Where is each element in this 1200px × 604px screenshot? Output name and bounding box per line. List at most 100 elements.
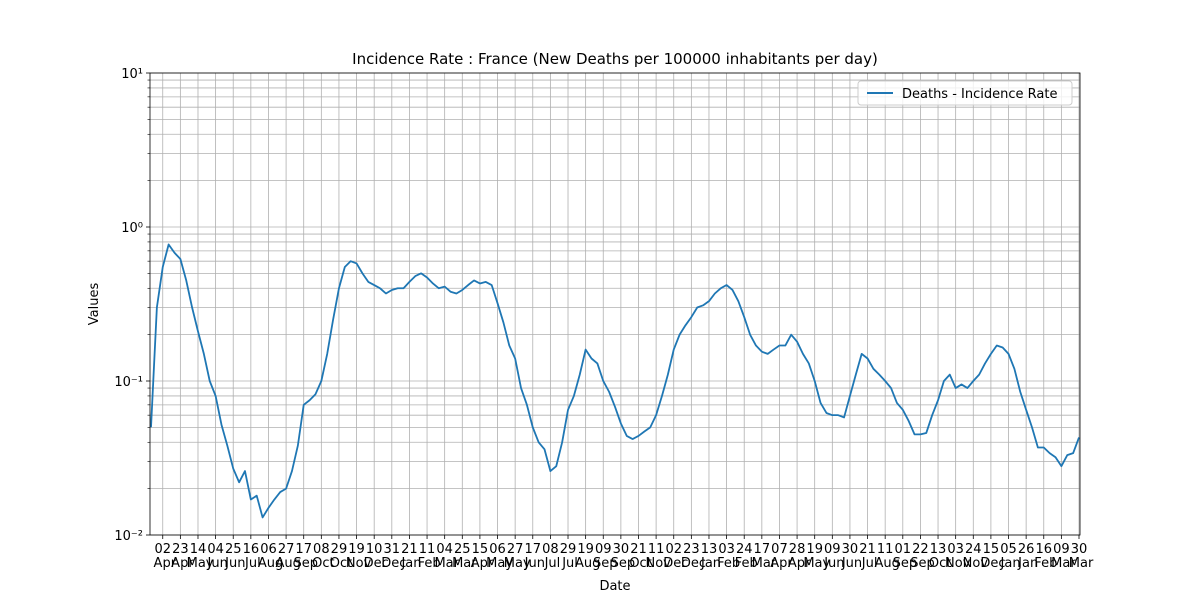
legend-box [857, 80, 1073, 106]
x-tick-label-part: Nov [941, 556, 971, 571]
x-tick-label-part: 25 [454, 542, 471, 557]
x-tick-label: 01 Sep [888, 542, 917, 571]
x-tick-label-part: 27 [507, 542, 524, 557]
x-tick-label: 02 Apr [149, 542, 176, 571]
x-tick-label-part: Jan [697, 556, 721, 571]
x-tick-label: 29 Oct [326, 542, 353, 571]
x-tick-label-part: Dec [677, 556, 706, 571]
x-tick-label-part: Dec [377, 556, 406, 571]
x-tick-label-part: Mar [1065, 556, 1094, 571]
x-tick-label-part: May [500, 556, 531, 571]
x-tick-label: 21 Jan [397, 542, 421, 571]
x-tick-label-part: 11 [648, 542, 665, 557]
x-tick-label-part: Jul [241, 556, 261, 571]
x-tick-label: 13 Oct [925, 542, 952, 571]
x-tick-label: 27 May [500, 542, 531, 571]
x-tick-label-part: Feb [731, 556, 758, 571]
x-tick-label: 08 Jul [540, 542, 560, 571]
x-tick-label-part: 05 [1000, 542, 1017, 557]
x-tick-label-part: 19 [806, 542, 823, 557]
x-tick-label-part: 04 [207, 542, 224, 557]
x-tick-label-part: 15 [983, 542, 1000, 557]
x-tick-label-part: 17 [754, 542, 771, 557]
x-tick-label: 17 Jun [521, 542, 545, 571]
x-tick-label-part: 16 [243, 542, 260, 557]
x-tick-label: 25 Jun [221, 542, 245, 571]
x-tick-label: 24 Nov [959, 542, 989, 571]
x-tick-label: 21 Oct [625, 542, 652, 571]
x-tick-label-part: Jun [838, 556, 862, 571]
x-tick-label: 25 Mar [448, 542, 477, 571]
x-tick-label-part: Apr [167, 556, 194, 571]
x-tick-label-part: Aug [571, 556, 601, 571]
x-tick-label: 05 Jan [996, 542, 1020, 571]
x-tick-label-part: 24 [965, 542, 982, 557]
x-tick-label-part: Jun [203, 556, 227, 571]
x-tick-label-part: Sep [888, 556, 917, 571]
x-tick-label-part: 04 [436, 542, 453, 557]
x-tick-label-part: 16 [1035, 542, 1052, 557]
x-tick-label-part: 08 [313, 542, 330, 557]
x-tick-label: 11 Aug [870, 542, 900, 571]
x-tick-label-part: 30 [842, 542, 859, 557]
x-tick-label-part: 21 [859, 542, 876, 557]
chart-title: Incidence Rate : France (New Deaths per … [352, 50, 878, 68]
x-tick-label-part: 22 [912, 542, 929, 557]
x-tick-label-part: Nov [342, 556, 372, 571]
x-tick-label-part: Jan [996, 556, 1020, 571]
x-tick-label-part: 23 [172, 542, 189, 557]
x-tick-label-part: Sep [589, 556, 618, 571]
x-tick-label: 02 Dec [659, 542, 688, 571]
x-axis-label: Date [599, 579, 630, 594]
x-tick-label-part: 29 [331, 542, 348, 557]
x-tick-label: 09 Mar [1047, 542, 1076, 571]
y-tick-label: 10¹ [121, 67, 143, 82]
x-tick-label: 10 Dec [360, 542, 389, 571]
plot-frame [149, 72, 1081, 536]
x-tick-label-part: 03 [718, 542, 735, 557]
x-tick-label: 16 Jul [241, 542, 261, 571]
x-tick-label: 16 Feb [1030, 542, 1057, 571]
x-tick-label-part: Jul [558, 556, 578, 571]
x-tick-label: 06 Aug [254, 542, 284, 571]
y-tick-label: 10⁻² [114, 529, 143, 544]
x-tick-label-part: 11 [877, 542, 894, 557]
x-tick-label-part: Apr [149, 556, 176, 571]
x-tick-label-part: 28 [789, 542, 806, 557]
x-tick-label: 30 Mar [1065, 542, 1094, 571]
x-tick-label-part: 02 [665, 542, 682, 557]
x-tick-label: 27 Aug [271, 542, 301, 571]
x-tick-label-part: 03 [947, 542, 964, 557]
x-tick-label: 17 Sep [289, 542, 318, 571]
x-tick-label: 03 Nov [941, 542, 971, 571]
x-tick-label: 22 Sep [906, 542, 935, 571]
x-tick-label-part: Jul [858, 556, 878, 571]
x-tick-label-part: 15 [472, 542, 489, 557]
x-tick-label-part: 10 [366, 542, 383, 557]
x-tick-label: 06 May [482, 542, 513, 571]
x-tick-label-part: Mar [1047, 556, 1076, 571]
x-tick-label-part: Apr [467, 556, 494, 571]
x-tick-label-part: Oct [625, 556, 652, 571]
x-tick-label-part: May [799, 556, 830, 571]
x-tick-label-part: Jun [221, 556, 245, 571]
x-tick-label-part: 26 [1018, 542, 1035, 557]
x-tick-label-part: Oct [925, 556, 952, 571]
x-tick-label-part: Apr [766, 556, 793, 571]
x-tick-label-part: 30 [613, 542, 630, 557]
x-tick-label: 23 Apr [167, 542, 194, 571]
x-tick-label-part: 13 [701, 542, 718, 557]
x-tick-label: 13 Jan [697, 542, 721, 571]
x-tick-label-part: Jan [397, 556, 421, 571]
x-tick-label-part: 25 [225, 542, 242, 557]
x-tick-label-part: Feb [1030, 556, 1057, 571]
x-tick-label: 23 Dec [677, 542, 706, 571]
x-tick-label-part: Sep [906, 556, 935, 571]
x-tick-label-part: 08 [542, 542, 559, 557]
x-tick-label-part: 27 [278, 542, 295, 557]
x-tick-label: 14 May [182, 542, 213, 571]
x-tick-label: 11 Nov [641, 542, 671, 571]
x-tick-label-part: 09 [595, 542, 612, 557]
x-tick-label: 19 Nov [342, 542, 372, 571]
x-tick-label-part: May [482, 556, 513, 571]
